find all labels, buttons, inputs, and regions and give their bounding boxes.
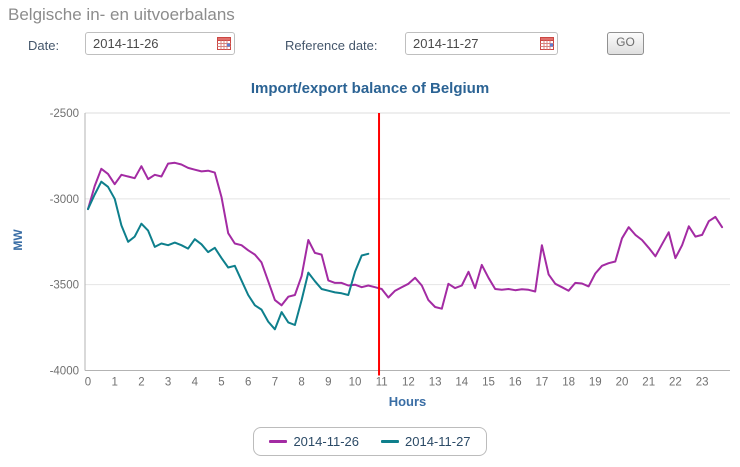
y-tick-label: -3000 xyxy=(50,194,79,206)
x-tick-label: 16 xyxy=(509,377,522,389)
legend-label: 2014-11-26 xyxy=(293,434,359,449)
legend-row: 2014-11-26 2014-11-27 xyxy=(0,427,740,456)
x-tick-label: 0 xyxy=(85,377,91,389)
x-tick-label: 5 xyxy=(218,377,224,389)
x-tick-label: 23 xyxy=(696,377,709,389)
x-tick-label: 4 xyxy=(192,377,199,389)
x-tick-label: 10 xyxy=(349,377,362,389)
series-line-2014-11-26 xyxy=(87,161,724,310)
page-title: Belgische in- en uitvoerbalans xyxy=(8,5,235,24)
y-tick-label: -2500 xyxy=(50,108,79,120)
calendar-icon[interactable] xyxy=(540,36,554,50)
reference-date-field-wrap xyxy=(405,32,558,55)
reference-date-label: Reference date: xyxy=(285,38,378,53)
date-field-wrap xyxy=(85,32,235,55)
x-tick-label: 20 xyxy=(616,377,629,389)
chart-title: Import/export balance of Belgium xyxy=(250,80,490,97)
chart-legend: 2014-11-26 2014-11-27 xyxy=(253,427,487,456)
legend-swatch xyxy=(381,440,399,443)
x-axis-label: Hours xyxy=(388,394,427,409)
x-tick-label: 14 xyxy=(455,377,468,389)
x-tick-label: 6 xyxy=(245,377,251,389)
series-line-2014-11-27 xyxy=(87,180,370,331)
legend-swatch xyxy=(269,440,288,443)
x-tick-label: 18 xyxy=(562,377,575,389)
calendar-icon[interactable] xyxy=(217,36,231,50)
date-input[interactable] xyxy=(85,32,235,55)
legend-label: 2014-11-27 xyxy=(405,434,471,449)
y-tick-label: -3500 xyxy=(50,280,79,292)
x-tick-label: 8 xyxy=(298,377,304,389)
legend-item-2014-11-27[interactable]: 2014-11-27 xyxy=(381,434,471,449)
x-tick-label: 15 xyxy=(482,377,495,389)
x-tick-label: 22 xyxy=(669,377,682,389)
date-label: Date: xyxy=(28,38,60,53)
x-tick-label: 1 xyxy=(111,377,117,389)
x-tick-label: 11 xyxy=(376,377,388,389)
reference-date-input[interactable] xyxy=(405,32,558,55)
y-tick-label: -4000 xyxy=(50,366,79,378)
x-tick-label: 3 xyxy=(165,377,171,389)
x-tick-label: 17 xyxy=(536,377,549,389)
x-tick-label: 9 xyxy=(325,377,331,389)
x-tick-label: 2 xyxy=(138,377,144,389)
x-tick-label: 7 xyxy=(272,377,278,389)
x-tick-label: 12 xyxy=(402,377,415,389)
go-button[interactable]: GO xyxy=(607,32,644,55)
x-tick-label: 13 xyxy=(429,377,442,389)
legend-item-2014-11-26[interactable]: 2014-11-26 xyxy=(269,434,359,449)
x-tick-label: 19 xyxy=(589,377,602,389)
x-tick-label: 21 xyxy=(642,377,655,389)
